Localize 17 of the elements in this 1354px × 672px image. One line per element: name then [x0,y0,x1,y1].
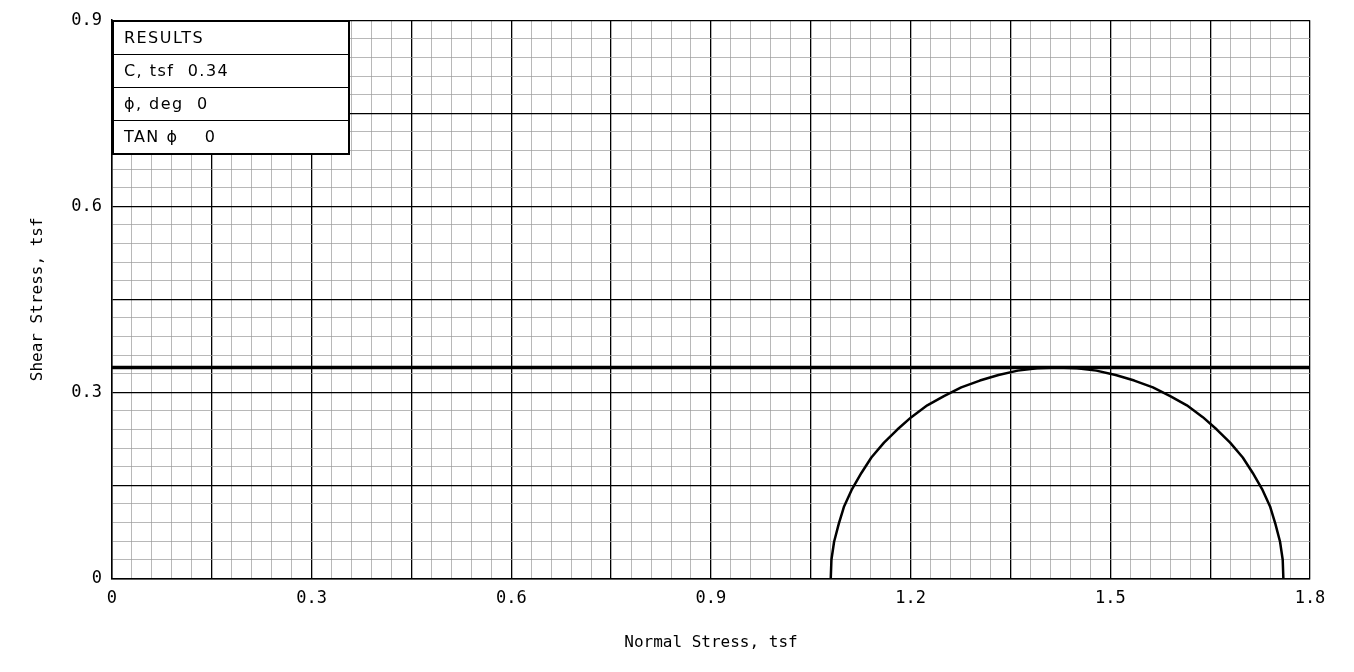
x-tick-label: 0 [106,587,118,608]
x-axis-title: Normal Stress, tsf [624,631,798,651]
y-tick-label: 0.9 [71,8,102,29]
annotation: RESULTS [112,21,349,55]
x-tick-label: 1.8 [1294,587,1326,608]
y-tick-label: 0.3 [71,380,102,401]
x-tick-label: 1.5 [1094,587,1126,608]
x-tick-label: 1.2 [895,587,926,608]
x-tick-label: 0.9 [695,587,727,608]
annotation: TAN ϕ 0 [112,120,349,155]
x-tick-label: 0.6 [495,587,527,608]
annotation: ϕ, deg 0 [112,87,349,121]
y-axis-title: Shear Stress, tsf [26,217,46,382]
y-tick-label: 0 [91,566,102,587]
y-tick-label: 0.6 [71,194,102,215]
annotation: C, tsf 0.34 [112,54,349,88]
x-tick-label: 0.3 [296,587,327,608]
